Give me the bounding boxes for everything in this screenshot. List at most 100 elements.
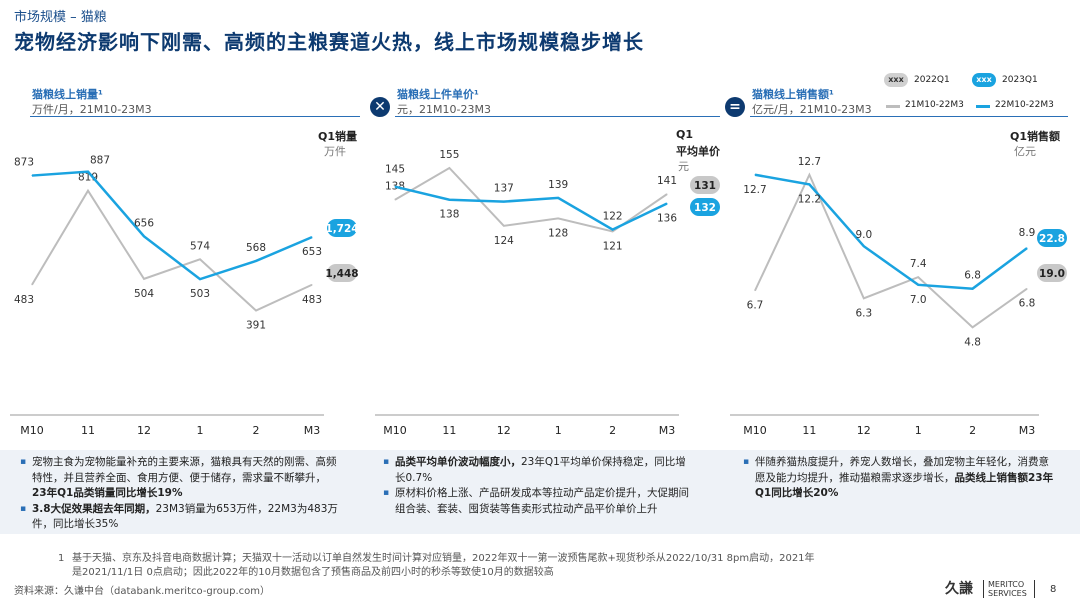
data-label: 504 — [134, 288, 154, 300]
panel1-rule — [30, 116, 360, 117]
data-label: 391 — [246, 320, 266, 332]
x-tick-label: 11 — [802, 424, 816, 437]
legend-pill-2023: xxx — [972, 73, 996, 87]
data-point — [448, 167, 450, 169]
legend-pill-2022: xxx — [884, 73, 908, 87]
data-label: 873 — [14, 157, 34, 169]
data-label: 145 — [385, 164, 405, 176]
note-strong: 23年Q1品类销量同比增长19% — [32, 487, 183, 499]
x-tick-label: 2 — [609, 424, 616, 437]
x-tick-label: M3 — [659, 424, 676, 437]
q1-2023-value: 132 — [694, 202, 716, 214]
q1-2022-value: 19.0 — [1039, 268, 1065, 280]
series-line-gray — [31, 188, 313, 312]
data-point — [808, 183, 810, 185]
x-tick-label: 11 — [81, 424, 95, 437]
data-point — [972, 288, 974, 290]
data-point — [448, 199, 450, 201]
panel1-q1-label: Q1销量 — [318, 130, 358, 143]
panel3-q1-unit: 亿元 — [1014, 145, 1036, 158]
note-col3-item1: 伴随养猫热度提升，养宠人数增长，叠加宠物主年轻化，消费意愿及能力均提升，推动猫粮… — [743, 455, 1058, 502]
data-point — [666, 193, 668, 195]
data-label: 6.3 — [855, 307, 872, 319]
equals-icon: = — [725, 97, 745, 117]
chart-sales-revenue: M10 11 12 1 2 M36.712.76.37.44.86.812.712.29.… — [730, 156, 1067, 437]
q1-2022-pill — [327, 264, 357, 282]
data-point — [143, 235, 145, 237]
data-point — [863, 245, 865, 247]
panel1-title: 猫粮线上销量¹ — [32, 88, 103, 101]
multiply-icon: ✕ — [370, 97, 390, 117]
data-label: 139 — [548, 179, 568, 191]
data-point — [31, 284, 33, 286]
data-label: 483 — [14, 294, 34, 306]
q1-2023-value: 22.8 — [1039, 233, 1065, 245]
data-point — [199, 258, 201, 260]
series-line-blue — [394, 185, 668, 232]
data-label: 568 — [246, 242, 266, 254]
data-label: 7.0 — [910, 294, 927, 306]
data-point — [1026, 247, 1028, 249]
data-label: 6.8 — [1019, 298, 1036, 310]
panel2-unit: 元，21M10-23M3 — [397, 103, 491, 116]
x-tick-label: M10 — [20, 424, 44, 437]
data-label: 9.0 — [855, 229, 872, 241]
note-col2-item1: 品类平均单价波动幅度小，23年Q1平均单价保持稳定，同比增长0.7% — [383, 455, 693, 486]
data-point — [1026, 288, 1028, 290]
data-label: 8.9 — [1019, 227, 1036, 239]
data-point — [255, 310, 257, 312]
footnote-line2: 是2021/11/1日 0点启动；因此2022年的10月数据包含了预售商品及前四… — [72, 567, 554, 578]
logo-english-1: MERITCO — [988, 580, 1025, 589]
data-label: 121 — [603, 240, 623, 252]
data-label: 503 — [190, 288, 210, 300]
page-title: 宠物经济影响下刚需、高频的主粮赛道火热，线上市场规模稳步增长 — [14, 30, 644, 54]
data-point — [917, 284, 919, 286]
data-point — [31, 175, 33, 177]
data-point — [808, 174, 810, 176]
x-tick-label: M10 — [383, 424, 407, 437]
data-label: 483 — [302, 294, 322, 306]
data-label: 6.8 — [964, 270, 981, 282]
data-label: 12.7 — [798, 156, 821, 168]
page-number: 8 — [1050, 584, 1057, 595]
x-tick-label: 12 — [137, 424, 151, 437]
data-point — [311, 284, 313, 286]
series-line-gray — [754, 172, 1028, 329]
panel2-q1-unit: 元 — [678, 160, 689, 173]
data-point — [199, 278, 201, 280]
q1-2023-pill — [690, 198, 720, 216]
data-point — [394, 199, 396, 201]
source-note: 资料来源：久谦中台（databank.meritco-group.com） — [14, 586, 271, 597]
data-label: 574 — [190, 240, 210, 252]
data-point — [255, 260, 257, 262]
x-tick-label: 1 — [197, 424, 204, 437]
x-tick-label: 2 — [969, 424, 976, 437]
panel2-q1-label2: 平均单价 — [676, 145, 720, 158]
q1-2023-pill — [1037, 229, 1067, 247]
x-tick-label: M3 — [304, 424, 321, 437]
q1-2023-pill — [327, 219, 357, 237]
panel3-q1-label: Q1销售额 — [1010, 130, 1061, 143]
footnote-line1: 基于天猫、京东及抖音电商数据计算；天猫双十一活动以订单自然发生时间计算对应销量，… — [72, 553, 815, 564]
data-point — [754, 290, 756, 292]
data-label: 6.7 — [747, 300, 764, 312]
note-strong: 3.8大促效果超去年同期， — [32, 502, 156, 515]
data-label: 128 — [548, 227, 568, 239]
panel2-q1-label: Q1 — [676, 128, 694, 141]
page-divider — [1034, 580, 1035, 598]
x-tick-label: 12 — [857, 424, 871, 437]
x-tick-label: 12 — [497, 424, 511, 437]
panel1-q1-unit: 万件 — [324, 145, 346, 158]
note-col2-item2: 原材料价格上涨、产品研发成本等拉动产品定价提升，大促期间组合装、套装、囤货装等售… — [383, 486, 693, 517]
notes-col1: 宠物主食为宠物能量补充的主要来源，猫粮具有天然的刚需、高频特性，并且营养全面、食… — [20, 455, 340, 533]
data-label: 887 — [90, 155, 110, 167]
x-tick-label: 1 — [555, 424, 562, 437]
q1-2022-value: 131 — [694, 180, 716, 192]
data-label: 155 — [439, 149, 459, 161]
note-col1-item2: 3.8大促效果超去年同期，23M3销量为653万件，22M3为483万件，同比增… — [20, 502, 340, 533]
data-point — [311, 236, 313, 238]
data-point — [612, 229, 614, 231]
data-label: 141 — [657, 175, 677, 187]
